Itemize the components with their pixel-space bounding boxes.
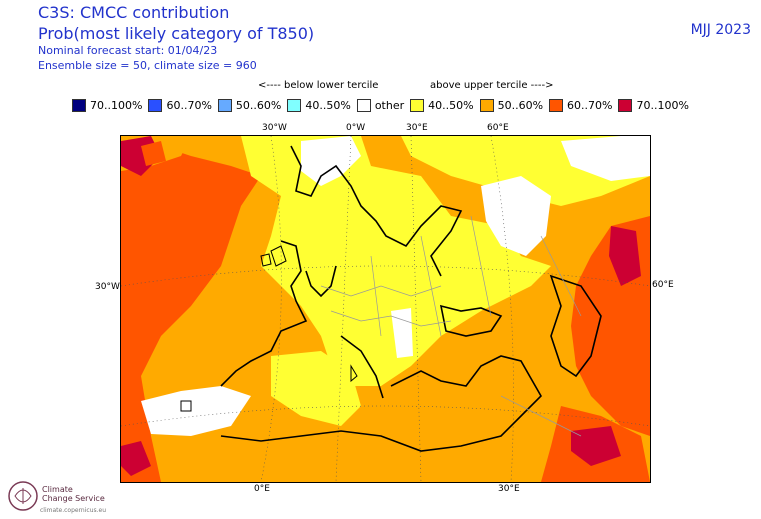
legend-label: 40..50% bbox=[428, 99, 473, 112]
legend-label: other bbox=[375, 99, 404, 112]
legend-item: 60..70% bbox=[148, 99, 211, 112]
legend-label: 40..50% bbox=[305, 99, 350, 112]
legend-item: 50..60% bbox=[218, 99, 281, 112]
legend-item: other bbox=[357, 99, 404, 112]
legend-swatch bbox=[410, 99, 424, 112]
legend-item: 60..70% bbox=[549, 99, 612, 112]
legend-item: 50..60% bbox=[480, 99, 543, 112]
logo-url: climate.copernicus.eu bbox=[40, 507, 106, 514]
legend-label: 50..60% bbox=[236, 99, 281, 112]
above-tercile-heading: above upper tercile ----> bbox=[430, 80, 553, 91]
legend-label: 60..70% bbox=[567, 99, 612, 112]
legend-item: 70..100% bbox=[72, 99, 142, 112]
legend-swatch bbox=[357, 99, 371, 112]
legend-item: 40..50% bbox=[410, 99, 473, 112]
ensemble-size-text: Ensemble size = 50, climate size = 960 bbox=[38, 59, 257, 72]
logo-line1: Climate bbox=[42, 485, 73, 494]
legend-swatch bbox=[148, 99, 162, 112]
legend-label: 70..100% bbox=[90, 99, 142, 112]
lon-label-top-0w: 0°W bbox=[346, 123, 365, 133]
logo-line2: Change Service bbox=[42, 494, 105, 503]
color-legend: 70..100% 60..70% 50..60% 40..50% other 40..50… bbox=[72, 99, 695, 112]
lon-label-top-60e: 60°E bbox=[487, 123, 509, 133]
legend-swatch bbox=[287, 99, 301, 112]
legend-label: 50..60% bbox=[498, 99, 543, 112]
legend-item: 70..100% bbox=[618, 99, 688, 112]
forecast-period: MJJ 2023 bbox=[691, 22, 751, 38]
lat-label-right-60e: 60°E bbox=[652, 280, 674, 290]
legend-swatch bbox=[72, 99, 86, 112]
map-subtitle: Prob(most likely category of T850) bbox=[38, 24, 314, 43]
forecast-map bbox=[120, 135, 651, 483]
legend-label: 70..100% bbox=[636, 99, 688, 112]
map-canvas bbox=[121, 136, 650, 482]
legend-swatch bbox=[618, 99, 632, 112]
legend-item: 40..50% bbox=[287, 99, 350, 112]
lon-label-top-30w: 30°W bbox=[262, 123, 287, 133]
lon-label-bottom-30e: 30°E bbox=[498, 484, 520, 494]
lon-label-bottom-0e: 0°E bbox=[254, 484, 270, 494]
lon-label-top-30e: 30°E bbox=[406, 123, 428, 133]
below-tercile-heading: <---- below lower tercile bbox=[258, 80, 378, 91]
lat-label-left-30w: 30°W bbox=[95, 282, 120, 292]
legend-swatch bbox=[218, 99, 232, 112]
forecast-start-text: Nominal forecast start: 01/04/23 bbox=[38, 44, 217, 57]
legend-swatch bbox=[549, 99, 563, 112]
legend-swatch bbox=[480, 99, 494, 112]
legend-label: 60..70% bbox=[166, 99, 211, 112]
map-title: C3S: CMCC contribution bbox=[38, 3, 229, 22]
